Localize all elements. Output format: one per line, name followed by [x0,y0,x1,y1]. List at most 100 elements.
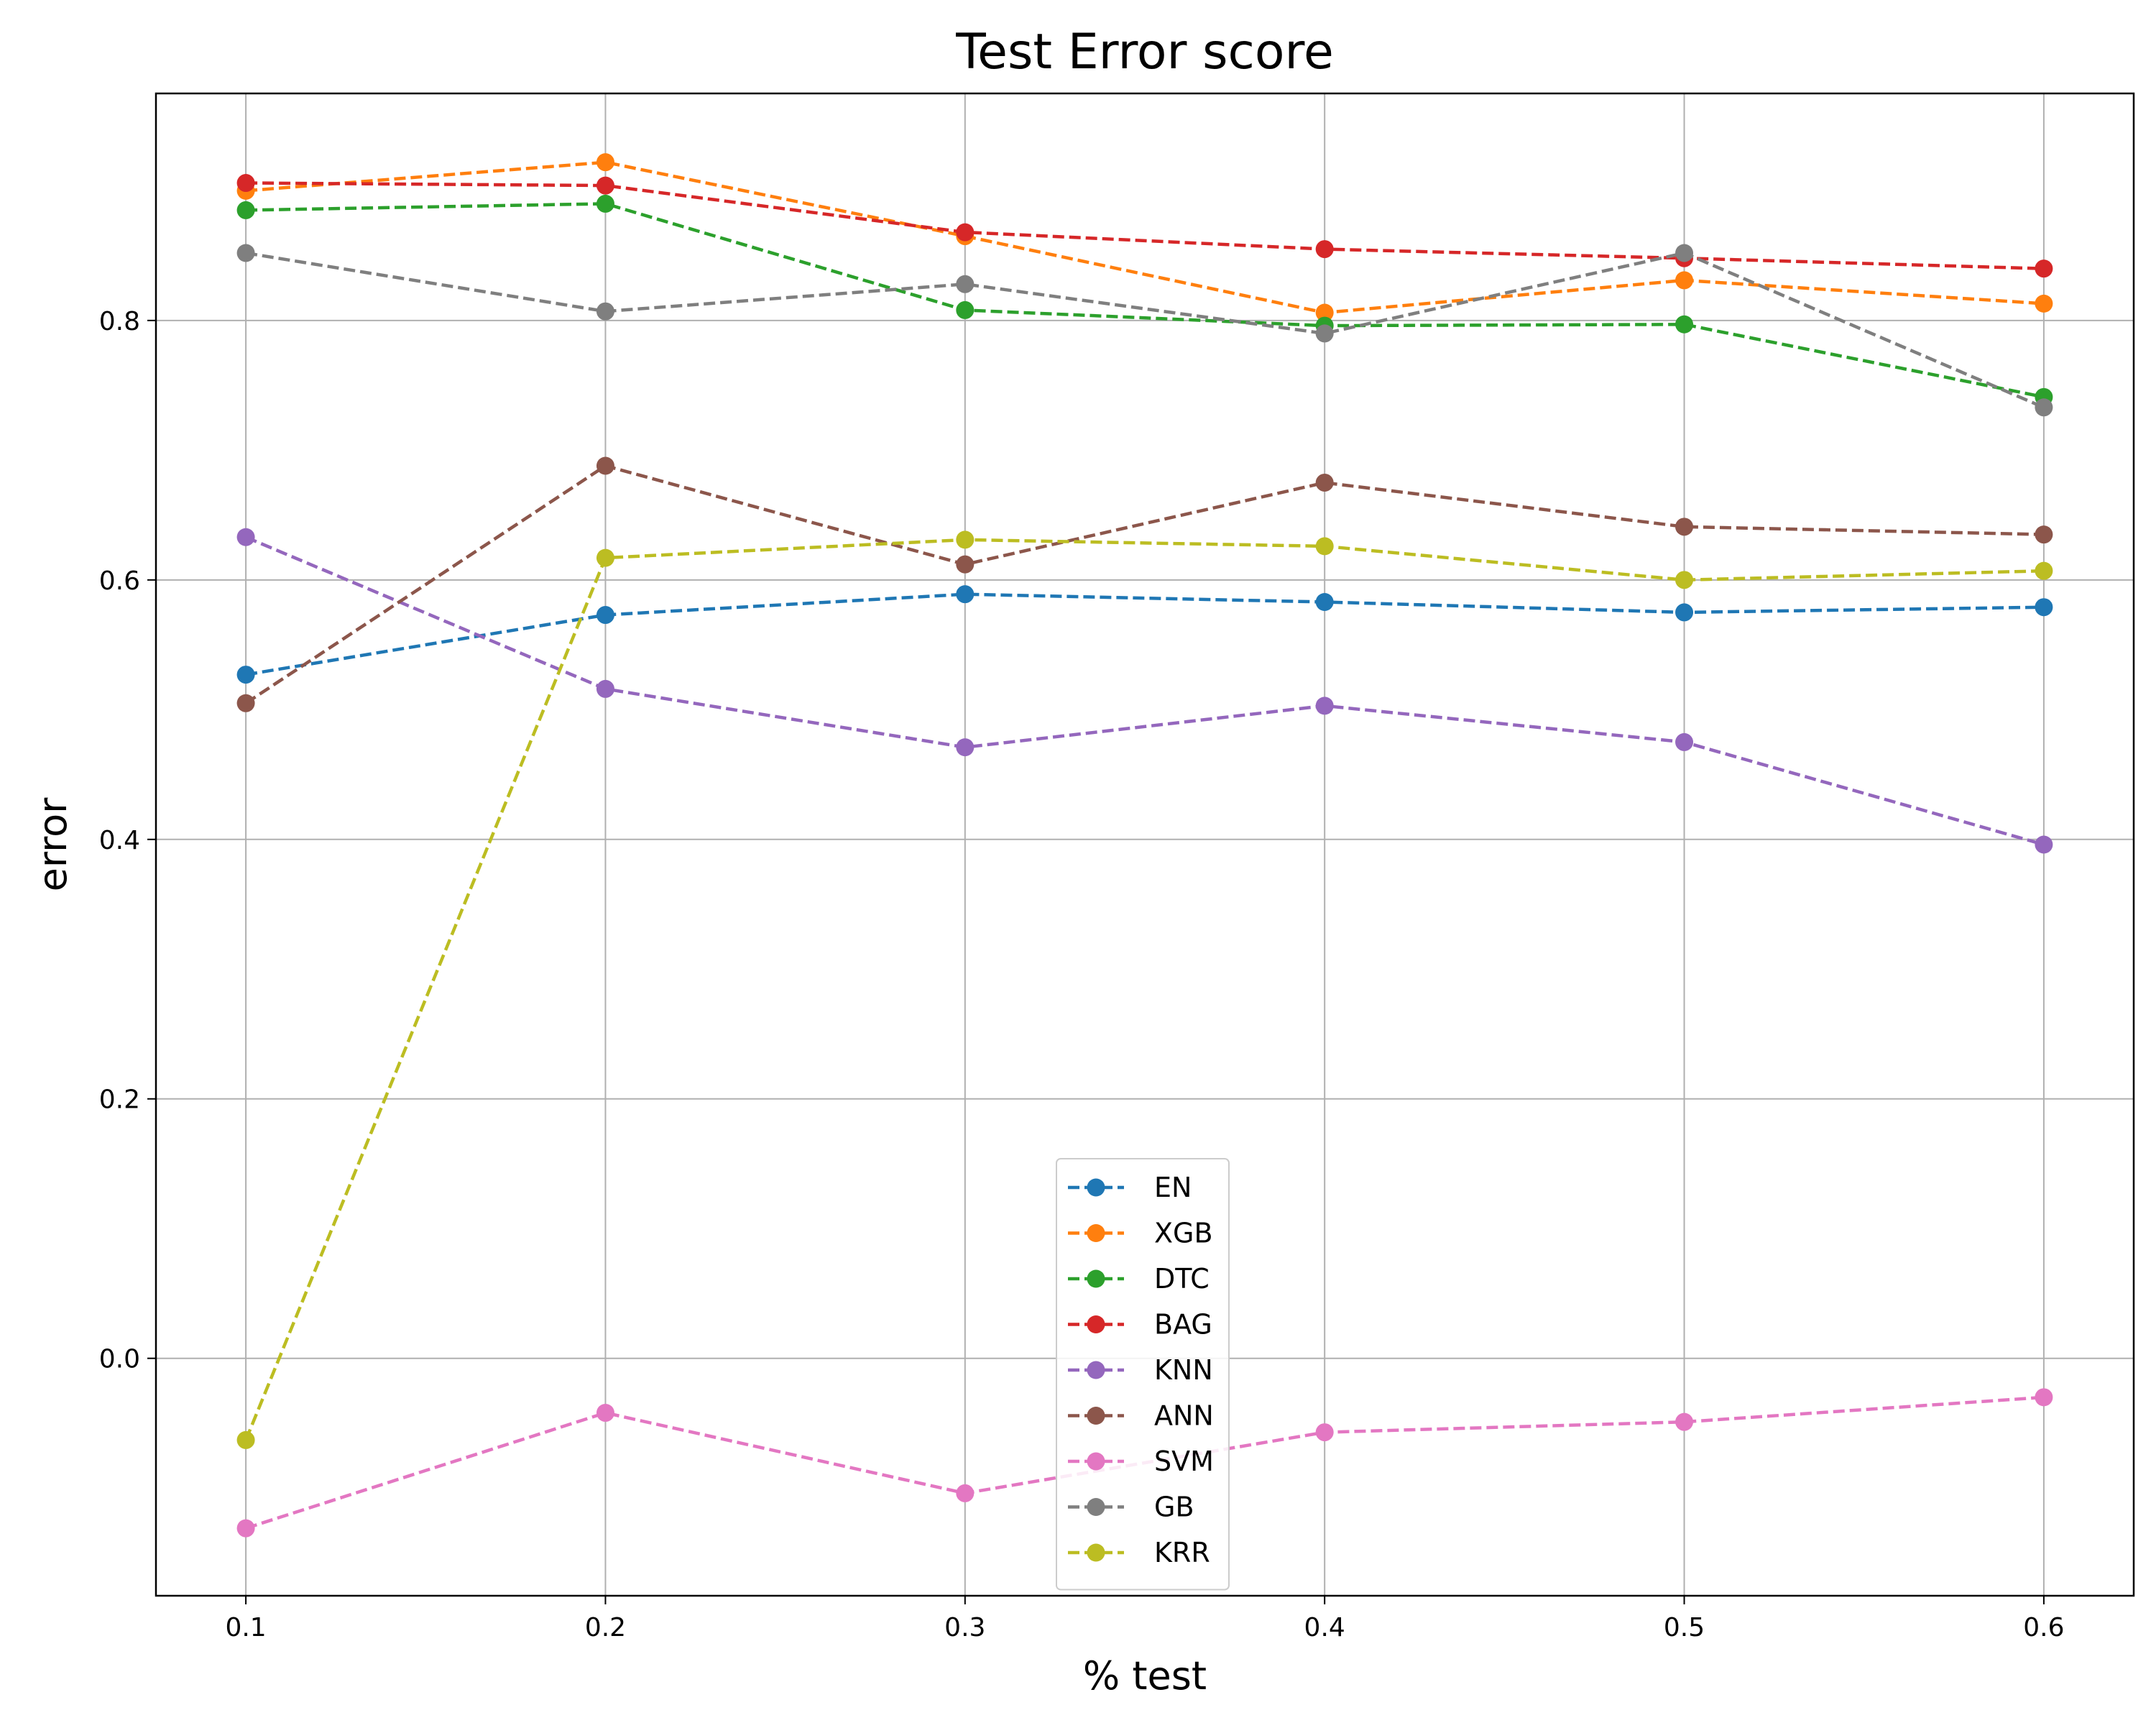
x-tick-label: 0.2 [585,1613,626,1642]
data-point-xgb [2035,294,2053,313]
data-point-dtc [1675,315,1694,334]
series-bag [236,174,2053,278]
legend-item-svm: SVM [1068,1446,1214,1477]
x-tick-label: 0.3 [944,1613,985,1642]
series-line-knn [245,536,2045,847]
series-line-bag [246,181,2044,270]
legend-marker-gb [1087,1498,1105,1516]
legend-frame [1056,1158,1230,1591]
data-point-svm [956,1484,975,1502]
data-point-gb [956,275,975,293]
legend-item-dtc: DTC [1068,1263,1210,1295]
data-point-bag [2035,259,2053,278]
legend-label-xgb: XGB [1154,1218,1213,1249]
legend-item-bag: BAG [1068,1309,1212,1341]
data-point-ann [596,456,614,475]
y-tick-label: 0.0 [99,1345,140,1374]
y-axis-label: error [30,797,75,892]
data-point-svm [236,1519,255,1538]
legend-label-ann: ANN [1154,1400,1214,1432]
legend-item-gb: GB [1068,1492,1194,1523]
data-point-ann [1315,473,1334,492]
data-point-bag [236,174,255,193]
legend-item-knn: KNN [1068,1354,1213,1386]
legend-marker-dtc [1087,1269,1105,1288]
data-point-en [236,666,255,684]
data-point-dtc [236,201,255,219]
data-point-krr [1315,537,1334,556]
plot-frame [155,92,2135,1597]
axis-ticks: 0.1 0.2 0.3 0.4 0.5 0.6 0.0 0.2 0.4 0.6 0.8 [99,307,2065,1642]
data-point-krr [2035,561,2053,580]
legend-marker-svm [1087,1452,1105,1471]
grid [156,93,2134,1596]
legend-label-svm: SVM [1154,1446,1214,1477]
y-tick-label: 0.4 [99,826,140,855]
legend-item-krr: KRR [1068,1537,1210,1568]
series-krr [236,530,2053,1449]
x-tick-label: 0.4 [1304,1613,1345,1642]
y-tick-label: 0.6 [99,566,140,596]
legend-marker-en [1087,1178,1105,1197]
legend-item-xgb: XGB [1068,1218,1213,1249]
legend-label-dtc: DTC [1154,1263,1210,1295]
data-point-gb [236,244,255,262]
data-point-ann [1675,518,1694,536]
data-point-knn [236,528,255,546]
legend-label-en: EN [1154,1172,1192,1203]
x-tick-label: 0.6 [2023,1613,2064,1642]
series-knn [236,528,2053,854]
data-point-svm [2035,1388,2053,1407]
data-point-en [596,606,614,625]
series-line-dtc [246,202,2045,399]
x-axis-label: % test [1083,1653,1207,1699]
data-point-bag [596,176,614,195]
data-point-knn [1675,732,1694,751]
legend-marker-bag [1087,1315,1105,1333]
data-point-svm [596,1404,614,1423]
data-point-svm [1675,1412,1694,1431]
data-point-en [956,585,975,604]
data-point-en [1315,592,1334,611]
data-point-krr [956,530,975,549]
series-line-xgb [245,160,2045,315]
data-point-krr [596,548,614,567]
series-ann [236,456,2053,712]
data-point-ann [2035,525,2053,544]
series-line-gb [245,251,2045,409]
data-point-dtc [596,194,614,213]
legend-marker-xgb [1087,1224,1105,1242]
data-point-gb [596,302,614,321]
data-point-ann [236,694,255,712]
data-point-krr [236,1430,255,1449]
x-tick-label: 0.1 [225,1613,266,1642]
x-tick-label: 0.5 [1664,1613,1705,1642]
legend-item-en: EN [1068,1172,1192,1203]
y-tick-label: 0.2 [99,1085,140,1115]
series-en [236,585,2053,684]
legend-marker-knn [1087,1361,1105,1379]
series-line-krr [244,538,2044,1441]
y-tick-label: 0.8 [99,307,140,336]
data-point-en [2035,598,2053,617]
data-point-ann [956,555,975,574]
series-line-en [245,592,2044,676]
legend-item-ann: ANN [1068,1400,1214,1432]
data-point-xgb [596,153,614,172]
data-point-en [1675,603,1694,622]
data-point-svm [1315,1423,1334,1442]
data-point-xgb [1315,303,1334,322]
data-point-krr [1675,571,1694,589]
series-line-ann [244,464,2044,705]
legend-marker-krr [1087,1543,1105,1562]
legend-label-gb: GB [1154,1492,1194,1523]
data-point-knn [1315,697,1334,715]
data-point-xgb [1675,271,1694,290]
legend-label-krr: KRR [1154,1537,1210,1568]
chart-title: Test Error score [955,24,1334,81]
data-point-bag [956,223,975,242]
data-point-gb [1315,324,1334,343]
legend-label-knn: KNN [1154,1354,1213,1386]
